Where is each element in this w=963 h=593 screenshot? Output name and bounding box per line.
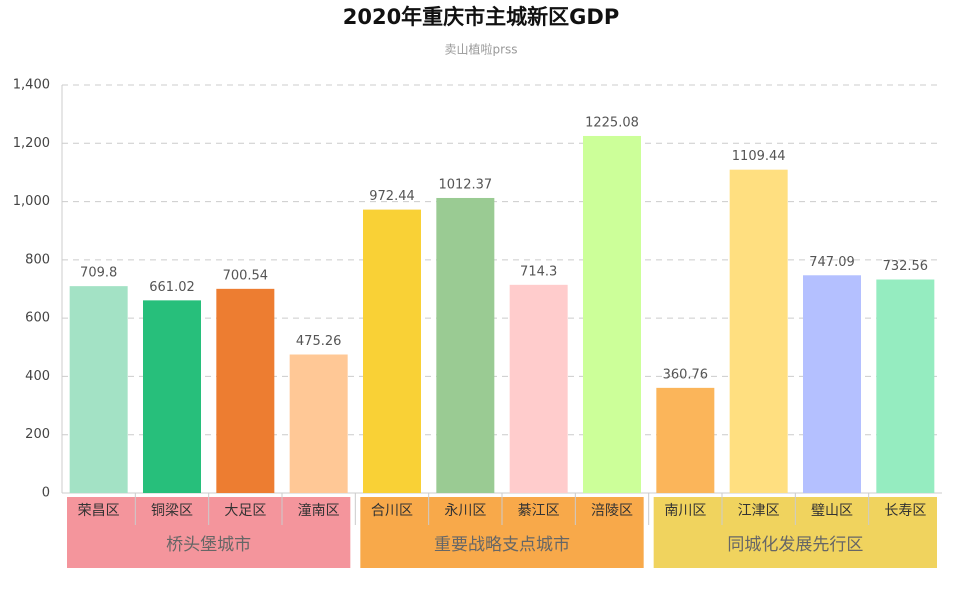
value-label: 1109.44 <box>732 149 786 164</box>
bar <box>509 284 568 493</box>
x-tick-label: 涪陵区 <box>591 503 633 519</box>
y-tick-label: 1,200 <box>13 136 50 151</box>
value-label: 972.44 <box>369 189 415 204</box>
x-tick-label: 璧山区 <box>811 502 853 519</box>
bar <box>289 354 348 493</box>
y-tick-label: 0 <box>42 486 50 501</box>
bar <box>216 288 275 493</box>
group-label: 桥头堡城市 <box>166 535 251 555</box>
value-label: 709.8 <box>80 266 117 281</box>
value-label: 747.09 <box>809 255 855 270</box>
bar <box>69 286 128 493</box>
x-tick-label: 潼南区 <box>298 502 340 519</box>
y-tick-label: 600 <box>25 311 50 326</box>
value-label: 661.02 <box>149 280 195 295</box>
bar <box>436 197 495 493</box>
bar <box>583 135 641 493</box>
y-tick-label: 1,000 <box>13 194 50 209</box>
bar <box>656 387 715 493</box>
bar <box>803 275 861 493</box>
y-tick-label: 400 <box>25 369 50 384</box>
chart-subtitle: 卖山植啦prss <box>444 42 517 57</box>
group-label: 重要战略支点城市 <box>434 535 570 555</box>
x-tick-label: 南川区 <box>664 503 706 519</box>
y-tick-label: 200 <box>25 427 50 442</box>
bar <box>143 300 201 493</box>
bar <box>363 209 421 493</box>
y-tick-label: 800 <box>25 252 50 267</box>
value-label: 360.76 <box>663 367 709 382</box>
chart-title: 2020年重庆市主城新区GDP <box>343 5 620 29</box>
x-tick-label: 綦江区 <box>518 503 560 519</box>
group-label: 同城化发展先行区 <box>727 535 863 555</box>
x-tick-label: 合川区 <box>371 503 413 519</box>
value-label: 475.26 <box>296 334 342 349</box>
x-tick-label: 江津区 <box>738 503 780 519</box>
value-label: 732.56 <box>883 259 929 274</box>
value-label: 714.3 <box>520 264 557 279</box>
x-tick-label: 永川区 <box>444 503 486 519</box>
x-tick-label: 荣昌区 <box>78 503 120 519</box>
x-tick-label: 大足区 <box>224 503 266 519</box>
value-label: 700.54 <box>223 268 269 283</box>
y-tick-label: 1,400 <box>13 78 50 93</box>
value-label: 1225.08 <box>585 115 639 130</box>
value-label: 1012.37 <box>438 177 492 192</box>
x-tick-label: 铜梁区 <box>151 503 193 519</box>
bar <box>876 279 935 493</box>
bar <box>729 169 788 493</box>
x-tick-label: 长寿区 <box>884 502 926 519</box>
